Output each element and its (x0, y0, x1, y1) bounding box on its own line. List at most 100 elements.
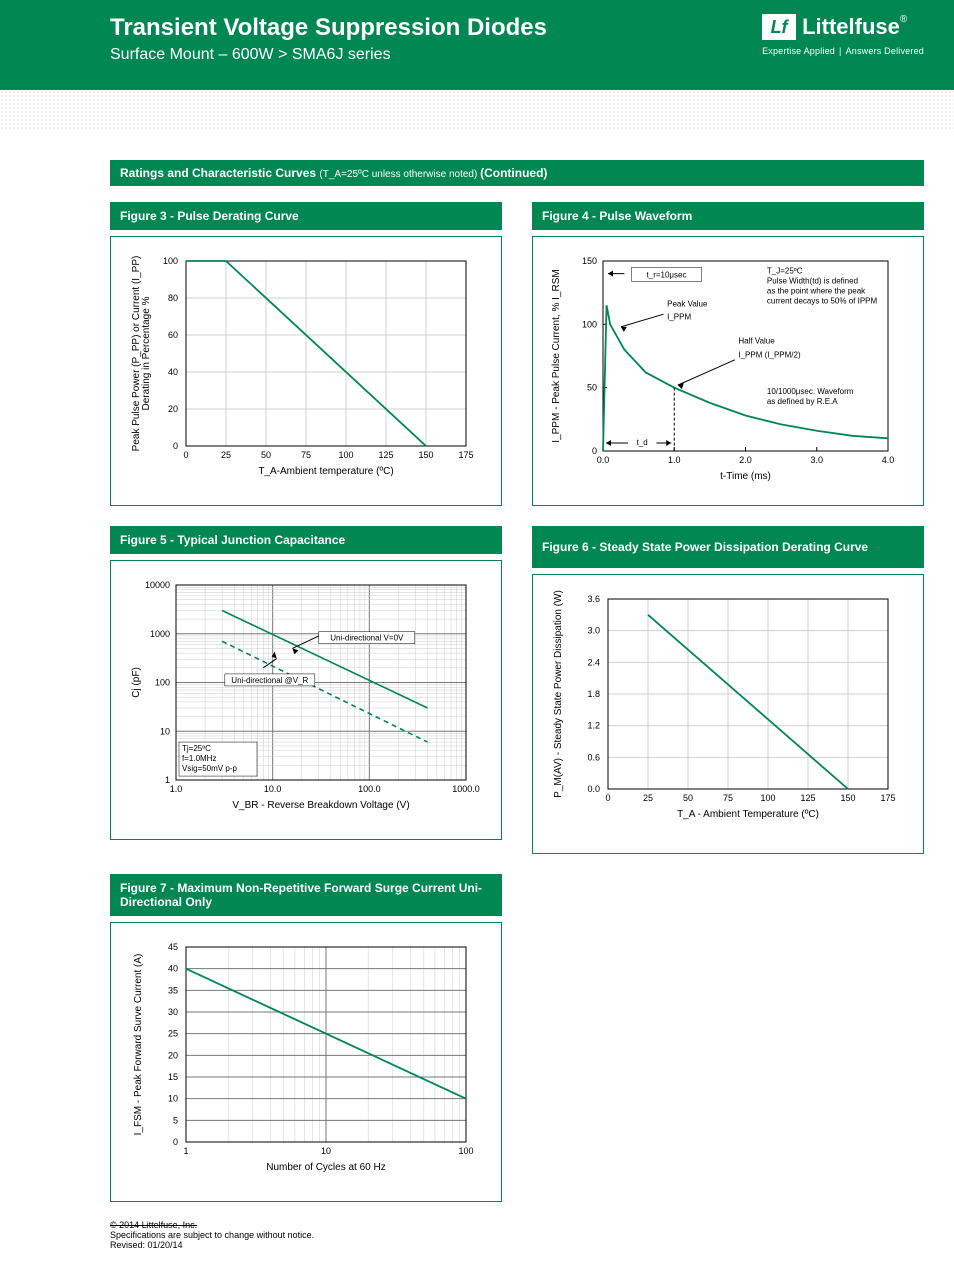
tagline-right: Answers Delivered (846, 46, 924, 56)
svg-text:1000.0: 1000.0 (452, 784, 480, 794)
svg-text:T_A - Ambient Temperature (ºC): T_A - Ambient Temperature (ºC) (677, 809, 819, 820)
svg-text:100: 100 (458, 1146, 473, 1156)
svg-text:40: 40 (168, 964, 178, 974)
svg-text:80: 80 (168, 293, 178, 303)
svg-text:40: 40 (168, 367, 178, 377)
figure-5-svg: 1.010.0100.01000.0110100100010000Uni-dir… (121, 575, 481, 825)
svg-text:175: 175 (880, 793, 895, 803)
svg-text:25: 25 (168, 1029, 178, 1039)
svg-text:15: 15 (168, 1072, 178, 1082)
figure-7-chart: 051015202530354045110100Number of Cycles… (110, 922, 502, 1202)
figure-4: Figure 4 - Pulse Waveform 0.0 1.0 2.0 3.0 4.… (532, 202, 924, 506)
figure-7: Figure 7 - Maximum Non-Repetitive Forwar… (110, 874, 502, 1202)
svg-text:Number of Cycles at 60 Hz: Number of Cycles at 60 Hz (266, 1162, 386, 1173)
svg-text:50: 50 (683, 793, 693, 803)
svg-text:20: 20 (168, 404, 178, 414)
svg-text:75: 75 (301, 450, 311, 460)
svg-text:0: 0 (592, 446, 597, 456)
svg-text:Uni-directional @V_R: Uni-directional @V_R (231, 676, 308, 685)
svg-text:175: 175 (458, 450, 473, 460)
svg-text:2.4: 2.4 (587, 657, 600, 667)
section-main: Ratings and Characteristic Curves (120, 166, 319, 180)
brand-tagline: Expertise Applied|Answers Delivered (762, 46, 924, 56)
svg-text:1.2: 1.2 (587, 721, 600, 731)
figure-3-title: Figure 3 - Pulse Derating Curve (110, 202, 502, 230)
svg-text:150: 150 (582, 256, 597, 266)
dot-pattern-band (0, 90, 954, 130)
tagline-left: Expertise Applied (762, 46, 835, 56)
svg-text:10.0: 10.0 (264, 784, 282, 794)
svg-text:100: 100 (582, 319, 597, 329)
svg-text:T_A-Ambient temperature (ºC): T_A-Ambient temperature (ºC) (258, 466, 393, 477)
page: Transient Voltage Suppression Diodes Sur… (0, 0, 954, 1270)
svg-text:35: 35 (168, 985, 178, 995)
svg-text:45: 45 (168, 942, 178, 952)
svg-text:10: 10 (160, 726, 170, 736)
figure-4-title: Figure 4 - Pulse Waveform (532, 202, 924, 230)
svg-text:0.0: 0.0 (587, 784, 600, 794)
svg-text:1000: 1000 (150, 629, 170, 639)
svg-text:50: 50 (587, 383, 597, 393)
logo-icon: Lf (762, 14, 796, 40)
svg-text:t_d: t_d (637, 438, 648, 447)
svg-text:10: 10 (168, 1094, 178, 1104)
svg-text:P_M(AV) - Steady State Power D: P_M(AV) - Steady State Power Dissipation… (553, 590, 564, 798)
svg-text:Peak Value: Peak Value (667, 300, 708, 309)
svg-text:3.0: 3.0 (810, 455, 823, 465)
svg-text:t_r=10μsec: t_r=10μsec (647, 270, 687, 279)
svg-text:3.6: 3.6 (587, 594, 600, 604)
figure-4-svg: 0.01.02.03.04.0050100150t_r=10μsecT_J=25… (543, 251, 903, 491)
brand-name: Littelfuse (802, 14, 900, 39)
svg-text:1.0: 1.0 (668, 455, 681, 465)
svg-text:125: 125 (378, 450, 393, 460)
svg-text:t-Time (ms): t-Time (ms) (720, 471, 771, 482)
svg-text:I_PPM: I_PPM (667, 312, 691, 321)
svg-text:150: 150 (418, 450, 433, 460)
brand-reg: ® (900, 14, 907, 25)
brand-logo: Lf Littelfuse® Expertise Applied|Answers… (762, 14, 924, 56)
figure-7-svg: 051015202530354045110100Number of Cycles… (121, 937, 481, 1187)
svg-text:50: 50 (261, 450, 271, 460)
svg-text:25: 25 (643, 793, 653, 803)
svg-text:100.0: 100.0 (358, 784, 381, 794)
svg-text:Half Value: Half Value (738, 336, 775, 345)
svg-text:Cj (pF): Cj (pF) (131, 667, 142, 698)
svg-text:100: 100 (163, 256, 178, 266)
footer-copyright: © 2014 Littelfuse, Inc. (110, 1220, 924, 1230)
svg-text:0.0: 0.0 (597, 455, 610, 465)
svg-text:0: 0 (605, 793, 610, 803)
footer-spec: Specifications are subject to change wit… (110, 1230, 924, 1240)
svg-text:1.0: 1.0 (170, 784, 183, 794)
content-area: Ratings and Characteristic Curves (T_A=2… (0, 130, 954, 1212)
figure-5-chart: 1.010.0100.01000.0110100100010000Uni-dir… (110, 560, 502, 840)
svg-text:75: 75 (723, 793, 733, 803)
svg-text:100: 100 (760, 793, 775, 803)
svg-text:I_PPM - Peak Pulse Current, %: I_PPM - Peak Pulse Current, % I_RSM (551, 269, 562, 442)
figure-3-chart: 0255075100125150175020406080100T_A-Ambie… (110, 236, 502, 506)
svg-text:Uni-directional V=0V: Uni-directional V=0V (330, 634, 404, 643)
svg-text:0: 0 (173, 441, 178, 451)
figure-3: Figure 3 - Pulse Derating Curve 0 25 50 75 1… (110, 202, 502, 506)
svg-text:I_FSM - Peak Forward Surve Cur: I_FSM - Peak Forward Surve Current (A) (133, 954, 144, 1136)
svg-text:2.0: 2.0 (739, 455, 752, 465)
figure-6-svg: 02550751001251501750.00.61.21.82.43.03.6… (543, 589, 903, 839)
svg-text:20: 20 (168, 1050, 178, 1060)
figure-5-title: Figure 5 - Typical Junction Capacitance (110, 526, 502, 554)
svg-text:5: 5 (173, 1115, 178, 1125)
figure-7-title: Figure 7 - Maximum Non-Repetitive Forwar… (110, 874, 502, 916)
svg-text:25: 25 (221, 450, 231, 460)
svg-text:100: 100 (155, 678, 170, 688)
section-heading: Ratings and Characteristic Curves (T_A=2… (110, 160, 924, 186)
figure-6-chart: 02550751001251501750.00.61.21.82.43.03.6… (532, 574, 924, 854)
svg-text:125: 125 (800, 793, 815, 803)
figure-5: Figure 5 - Typical Junction Capacitance … (110, 526, 502, 854)
header: Transient Voltage Suppression Diodes Sur… (0, 0, 954, 90)
svg-text:0: 0 (173, 1137, 178, 1147)
svg-text:3.0: 3.0 (587, 626, 600, 636)
figure-grid: Figure 3 - Pulse Derating Curve 02550751… (110, 202, 924, 1202)
svg-text:0.6: 0.6 (587, 752, 600, 762)
footer: © 2014 Littelfuse, Inc. Specifications a… (0, 1212, 954, 1270)
svg-text:4.0: 4.0 (882, 455, 895, 465)
svg-text:1.8: 1.8 (587, 689, 600, 699)
svg-text:60: 60 (168, 330, 178, 340)
